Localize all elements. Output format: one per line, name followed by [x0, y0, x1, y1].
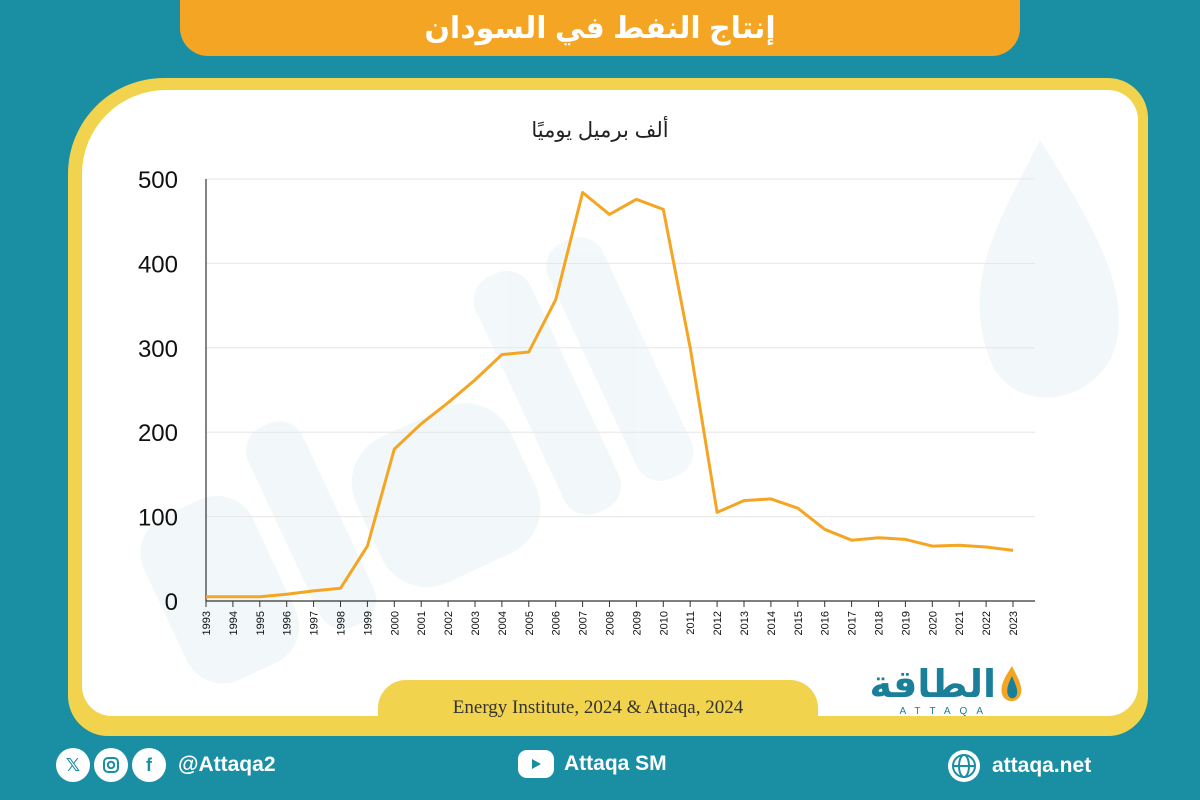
social-group: 𝕏 f @Attaqa2: [56, 748, 276, 782]
x-tick-label: 2003: [470, 611, 482, 635]
social-handle[interactable]: @Attaqa2: [178, 753, 276, 776]
youtube-channel[interactable]: Attaqa SM: [564, 752, 667, 775]
y-tick-label: 100: [138, 505, 178, 532]
logo-latin-text: ATTAQA: [899, 706, 992, 717]
y-tick-label: 0: [165, 589, 178, 616]
x-tick-label: 2012: [712, 611, 724, 635]
x-tick-label: 2006: [551, 611, 563, 635]
x-tick-label: 2004: [497, 611, 509, 635]
y-tick-label: 400: [138, 251, 178, 278]
series-line: [206, 191, 1014, 599]
x-tick-label: 2014: [766, 611, 778, 635]
x-tick-label: 2015: [793, 611, 805, 635]
x-tick-label: 2021: [954, 611, 966, 635]
facebook-icon[interactable]: f: [132, 748, 166, 782]
x-tick-label: 2022: [981, 611, 993, 635]
x-tick-label: 2017: [847, 611, 859, 635]
x-tick-label: 2009: [631, 611, 643, 635]
chart-title-bar: إنتاج النفط في السودان: [180, 0, 1020, 56]
chart-panel: [82, 90, 1138, 716]
attaqa-logo: الطاقة ATTAQA: [836, 660, 1026, 722]
chart-title: إنتاج النفط في السودان: [424, 11, 776, 45]
youtube-group: Attaqa SM: [518, 750, 667, 778]
x-tick-label: 1996: [282, 611, 294, 635]
x-tick-label: 1995: [255, 611, 267, 635]
x-tick-label: 2008: [605, 611, 617, 635]
axes: [205, 179, 1035, 602]
y-tick-label: 500: [138, 167, 178, 194]
instagram-icon[interactable]: [94, 748, 128, 782]
logo-arabic-text: الطاقة: [869, 664, 996, 706]
source-tab: Energy Institute, 2024 & Attaqa, 2024: [378, 680, 818, 736]
x-tick-label: 2019: [900, 611, 912, 635]
x-tick-label: 1999: [362, 611, 374, 635]
x-tick-label: 2023: [1008, 611, 1020, 635]
x-tick-label: 1994: [228, 611, 240, 635]
x-tick-label: 2007: [578, 611, 590, 635]
gridlines: [206, 178, 1035, 518]
x-tick-label: 1993: [201, 611, 213, 635]
y-tick-labels: 0 100 200 300 400 500: [138, 167, 178, 616]
x-tick-label: 2002: [443, 611, 455, 635]
x-tick-label: 2000: [389, 611, 401, 635]
website-link[interactable]: attaqa.net: [992, 754, 1092, 777]
source-text: Energy Institute, 2024 & Attaqa, 2024: [452, 697, 744, 718]
x-tick-label: 2018: [874, 611, 886, 635]
x-icon[interactable]: 𝕏: [56, 748, 90, 782]
y-tick-label: 200: [138, 420, 178, 447]
logo-flame-icon: [1001, 666, 1022, 702]
footer: 𝕏 f @Attaqa2 Attaqa SM attaqa.net: [0, 740, 1200, 800]
x-tick-labels: 1993 1994 1995 1996 1997 1998 1999 2000 2001 2002…: [201, 601, 1020, 635]
x-tick-label: 2001: [416, 611, 428, 635]
x-tick-label: 2011: [685, 611, 697, 635]
x-tick-label: 1998: [336, 611, 348, 635]
x-tick-label: 2005: [524, 611, 536, 635]
website-group: attaqa.net: [946, 748, 1091, 784]
watermark-drop-icon: [979, 140, 1120, 398]
watermark-logo-icon: [140, 237, 694, 684]
globe-icon[interactable]: [946, 748, 982, 784]
youtube-icon[interactable]: [518, 750, 554, 778]
x-tick-label: 2020: [927, 611, 939, 635]
y-tick-label: 300: [138, 336, 178, 363]
y-axis-unit-label: ألف برميل يوميًا: [531, 119, 669, 142]
x-tick-label: 2010: [658, 611, 670, 635]
x-tick-label: 2016: [820, 611, 832, 635]
x-tick-label: 2013: [739, 611, 751, 635]
x-tick-label: 1997: [309, 611, 321, 635]
